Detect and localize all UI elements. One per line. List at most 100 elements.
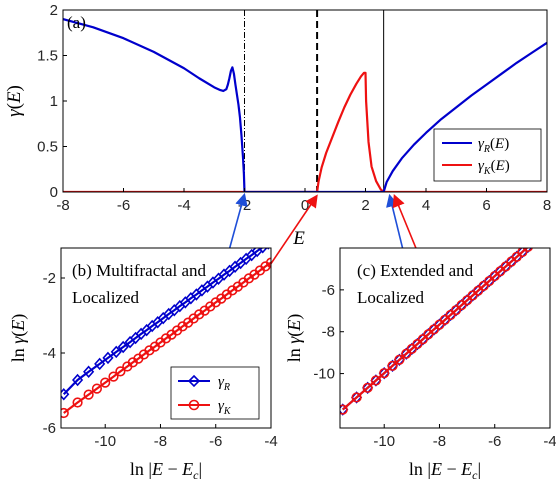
panel-b-label: (b) Multifractal and xyxy=(72,261,207,280)
panel-b-label-line2: Localized xyxy=(72,288,140,307)
y-tick-label: -4 xyxy=(43,345,56,362)
x-tick-label: 8 xyxy=(543,197,551,214)
legend-label-gamma-r: γR xyxy=(218,374,230,393)
panel-b-legend: γR γK xyxy=(170,366,260,420)
panel-c-label: (c) Extended and xyxy=(357,261,474,280)
x-tick-label: -4 xyxy=(177,197,190,214)
panel-b-x-axis-title: ln |E − Ec| xyxy=(130,459,202,482)
data-point-gamma-r xyxy=(540,228,549,238)
x-tick-label: -4 xyxy=(264,433,277,450)
y-tick-label: 2 xyxy=(50,2,58,19)
panel-b-y-axis-title: ln γ(E) xyxy=(8,314,29,363)
panel-a-reference-lines xyxy=(244,10,385,192)
panel-b: -10 -8 -6 -4 -6 -4 -2 (b) Multifractal and Lo… xyxy=(8,247,278,482)
data-point-gamma-r xyxy=(83,365,95,378)
x-tick-label: 6 xyxy=(482,197,490,214)
panel-a-y-axis-title: γ(E) xyxy=(4,85,25,117)
x-tick-label: -10 xyxy=(94,433,116,450)
data-point-gamma-k xyxy=(546,223,555,232)
legend-label-gamma-r: γR(E) xyxy=(478,136,509,155)
data-point-gamma-k xyxy=(340,404,348,415)
data-point-gamma-r xyxy=(257,248,268,254)
x-tick-label: -8 xyxy=(433,433,446,450)
series-line-gamma-r-segment-2 xyxy=(382,41,547,192)
data-point-gamma-r xyxy=(61,388,70,401)
data-point-gamma-k xyxy=(83,389,94,400)
y-tick-label: -8 xyxy=(322,324,335,341)
data-point-gamma-k xyxy=(394,354,405,365)
data-point-gamma-k xyxy=(61,407,69,419)
panel-c: -10 -8 -6 -4 -10 -8 -6 (c) Extended and Local… xyxy=(284,223,556,482)
x-tick-label: -8 xyxy=(154,433,167,450)
data-point-gamma-k xyxy=(351,392,362,403)
legend-label-gamma-k: γK(E) xyxy=(478,158,510,177)
data-point-gamma-k xyxy=(108,371,119,382)
y-tick-label: -2 xyxy=(43,270,56,287)
panel-a-x-ticks: -8 -6 -4 -2 0 2 4 6 8 xyxy=(56,188,551,214)
panel-b-y-ticks: -6 -4 -2 xyxy=(43,270,65,437)
data-point-gamma-r xyxy=(533,248,534,249)
data-point-gamma-r xyxy=(117,340,129,354)
y-tick-label: -6 xyxy=(43,420,56,437)
panel-b-plot-area xyxy=(61,248,271,419)
series-line-gamma-k-segment-1 xyxy=(316,71,385,192)
x-tick-label: -6 xyxy=(488,433,501,450)
legend-marker-circle xyxy=(188,399,200,411)
y-tick-label: 1.5 xyxy=(37,48,58,65)
data-point-gamma-k xyxy=(529,238,538,247)
panel-a-x-axis-title: E xyxy=(292,228,305,249)
panel-c-y-axis-title: ln γ(E) xyxy=(284,314,305,363)
panel-b-axes-frame xyxy=(60,247,272,429)
panel-a: -8 -6 -4 -2 0 2 4 6 8 00.511.52 (a) E γ(E) γR(E)… xyxy=(4,2,551,249)
y-tick-label: 1 xyxy=(50,93,58,110)
panel-c-x-ticks: -10 -8 -6 -4 xyxy=(373,424,556,450)
data-point-gamma-r xyxy=(546,223,555,233)
panel-c-x-axis-title: ln |E − Ec| xyxy=(409,459,481,482)
y-tick-label: -6 xyxy=(322,282,335,299)
panel-c-plot-area xyxy=(340,223,555,416)
panel-c-axes-frame xyxy=(339,247,551,429)
data-point-gamma-k xyxy=(540,228,549,237)
y-tick-label: 0.5 xyxy=(37,139,58,156)
x-tick-label: -4 xyxy=(543,433,556,450)
data-point-gamma-k xyxy=(91,383,103,394)
y-tick-label: -10 xyxy=(313,366,335,383)
panel-c-label-line2: Localized xyxy=(357,288,425,307)
x-tick-label: 4 xyxy=(422,197,430,214)
data-point-gamma-k xyxy=(484,275,495,287)
data-point-gamma-r xyxy=(266,248,270,250)
data-point-gamma-k xyxy=(417,334,428,345)
data-point-gamma-k xyxy=(379,368,390,379)
panel-b-x-ticks: -10 -8 -6 -4 xyxy=(94,424,278,450)
data-point-gamma-k xyxy=(115,366,126,377)
panel-a-legend: γR(E) γK(E) xyxy=(433,128,542,182)
data-point-gamma-r xyxy=(110,345,122,359)
data-point-gamma-k xyxy=(450,305,462,316)
data-point-gamma-r xyxy=(534,232,543,242)
x-tick-label: 0 xyxy=(301,197,309,214)
data-point-gamma-r xyxy=(102,351,114,365)
x-tick-label: -10 xyxy=(373,433,395,450)
legend-label-gamma-k: γK xyxy=(218,398,232,417)
x-tick-label: -6 xyxy=(117,197,130,214)
data-point-gamma-k xyxy=(100,377,111,388)
data-point-gamma-r xyxy=(72,373,84,387)
data-point-gamma-k xyxy=(265,257,271,268)
y-tick-label: 0 xyxy=(50,184,58,201)
panel-c-y-ticks: -10 -8 -6 xyxy=(313,282,344,383)
data-point-gamma-k xyxy=(535,233,544,242)
x-tick-label: 2 xyxy=(361,197,369,214)
x-tick-label: -8 xyxy=(56,197,69,214)
panel-a-label: (a) xyxy=(67,13,86,32)
data-point-gamma-k xyxy=(522,248,533,253)
data-point-gamma-k xyxy=(362,382,373,393)
data-point-gamma-k xyxy=(370,375,382,386)
panel-a-y-ticks: 0 0.5 1 1.5 2 xyxy=(37,2,67,201)
series-line-gamma-r-segment-0 xyxy=(63,18,246,192)
panel-a-plot-area xyxy=(63,18,547,192)
data-point-gamma-k xyxy=(517,248,528,258)
data-point-gamma-k xyxy=(72,397,83,408)
data-point-gamma-k xyxy=(387,360,398,371)
x-tick-label: -6 xyxy=(209,433,222,450)
